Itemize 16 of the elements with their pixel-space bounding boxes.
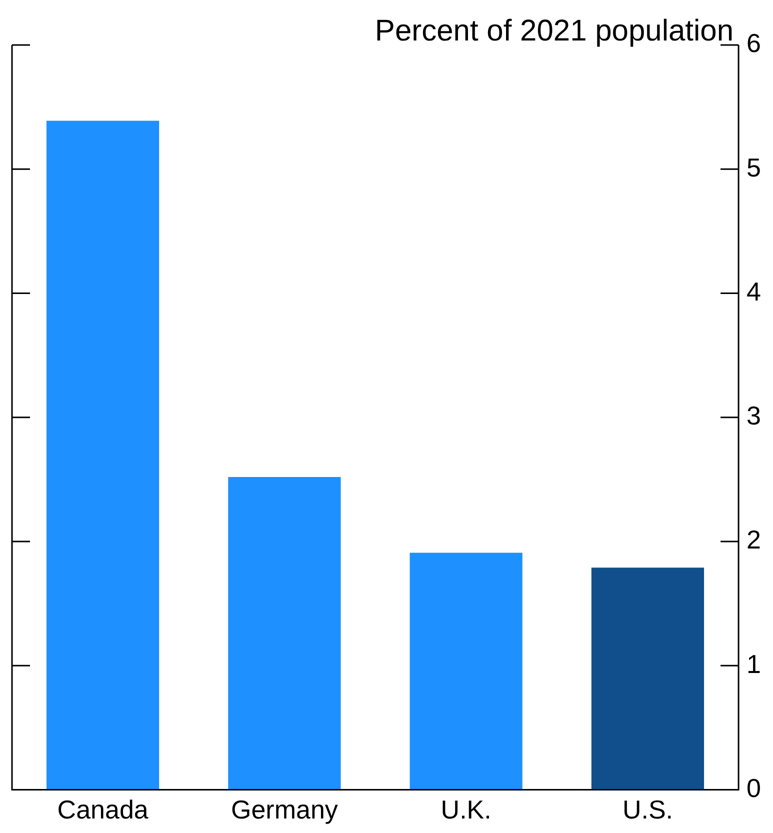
bar (410, 552, 522, 790)
y-tick-label: 2 (746, 524, 762, 555)
y-tick-label: 6 (746, 28, 762, 58)
x-tick-label: U.K. (440, 794, 492, 825)
bar (46, 120, 160, 790)
x-tick-label: U.S. (622, 794, 674, 825)
y-tick-label: 5 (746, 152, 762, 182)
bar (591, 568, 704, 790)
y-tick-label: 3 (746, 400, 762, 431)
y-tick-label: 0 (746, 772, 762, 803)
y-tick-label: 1 (746, 648, 762, 679)
x-tick-label: Germany (230, 794, 338, 825)
x-tick-label: Canada (57, 794, 149, 825)
bar (228, 476, 341, 790)
y-axis-title: Percent of 2021 population (374, 14, 734, 48)
y-tick-label: 4 (746, 276, 762, 306)
